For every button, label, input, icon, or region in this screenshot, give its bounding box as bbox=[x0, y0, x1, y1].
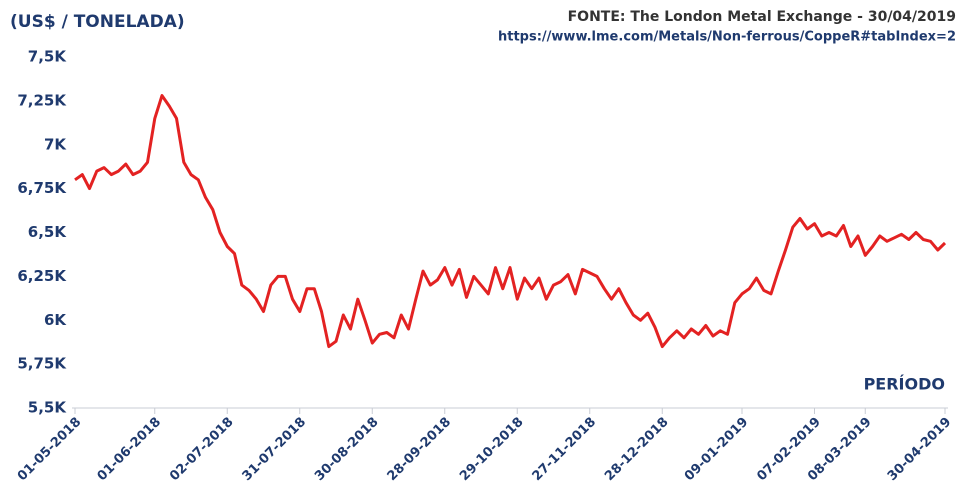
source-url: https://www.lme.com/Metals/Non-ferrous/C… bbox=[498, 30, 956, 45]
y-tick-label: 6,5K bbox=[28, 223, 68, 241]
x-axis-label: PERÍODO bbox=[864, 375, 945, 394]
source: FONTE: The London Metal Exchange - 30/04… bbox=[568, 9, 956, 25]
y-tick-label: 5,5K bbox=[28, 399, 68, 417]
y-tick-label: 7K bbox=[44, 135, 67, 153]
y-tick-label: 7,25K bbox=[17, 91, 67, 109]
chart-title: (US$ / TONELADA) bbox=[10, 12, 185, 32]
y-tick-label: 5,75K bbox=[17, 355, 67, 373]
price-line bbox=[74, 94, 947, 349]
y-tick-label: 7,5K bbox=[28, 48, 68, 66]
y-tick-label: 6,25K bbox=[17, 267, 67, 285]
y-tick-label: 6,75K bbox=[17, 179, 67, 197]
y-tick-label: 6K bbox=[44, 311, 67, 329]
